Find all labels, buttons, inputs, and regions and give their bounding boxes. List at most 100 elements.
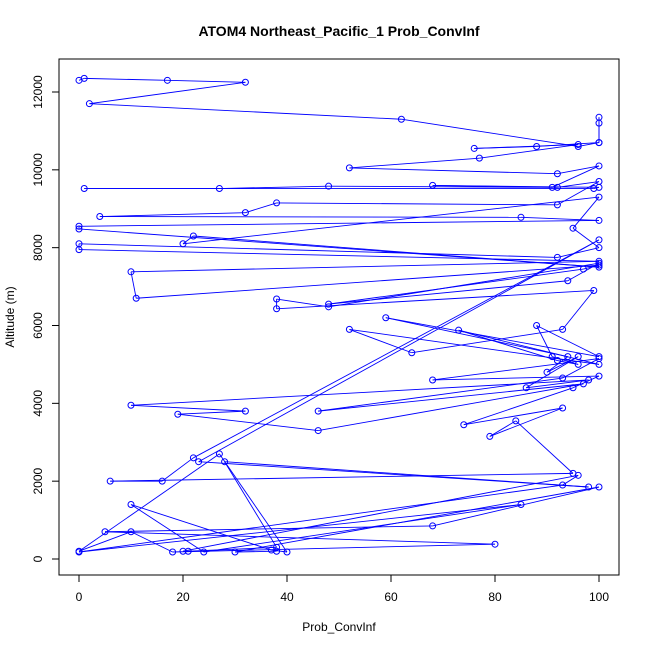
series-segment — [161, 457, 194, 482]
series-layer — [75, 74, 603, 556]
data-point — [595, 483, 603, 491]
data-point — [231, 548, 239, 556]
data-point — [559, 374, 567, 382]
y-tick-label: 2000 — [31, 467, 45, 494]
data-point — [574, 353, 582, 361]
series-segment — [557, 165, 600, 175]
y-axis-label: Altitude (m) — [3, 286, 17, 347]
series-segment — [203, 504, 522, 553]
series-segment — [276, 202, 558, 206]
data-point — [314, 407, 322, 415]
data-point — [486, 432, 494, 440]
x-axis-label: Prob_ConvInf — [302, 620, 376, 634]
chart-title: ATOM4 Northeast_Pacific_1 Prob_ConvInf — [198, 23, 479, 39]
data-point — [470, 144, 478, 152]
series-segment — [536, 325, 600, 358]
data-point — [590, 185, 598, 193]
x-tick-label: 0 — [76, 590, 83, 604]
data-point — [574, 360, 582, 368]
series-segment — [198, 239, 600, 463]
y-tick-label: 8000 — [31, 234, 45, 261]
series-segment — [526, 379, 589, 389]
data-point — [564, 353, 572, 361]
data-point — [75, 547, 83, 555]
series-segment — [110, 472, 574, 482]
data-point — [522, 384, 530, 392]
data-point — [460, 421, 468, 429]
series-segment — [78, 219, 600, 227]
data-point — [75, 222, 83, 230]
series-segment — [432, 358, 600, 381]
series-segment — [572, 227, 600, 249]
data-point — [595, 355, 603, 363]
data-point — [455, 326, 463, 334]
series-segment — [78, 484, 563, 553]
series-segment — [130, 504, 272, 551]
series-segment — [318, 377, 563, 412]
data-point — [595, 259, 603, 267]
data-point — [189, 454, 197, 462]
data-point — [595, 244, 603, 252]
data-point — [314, 427, 322, 435]
data-point — [553, 183, 561, 191]
x-tick-label: 80 — [488, 590, 502, 604]
x-axis: 0 20 40 60 80 100 — [76, 574, 609, 604]
data-point — [127, 501, 135, 509]
series-segment — [234, 486, 600, 553]
data-point — [574, 471, 582, 479]
data-point — [397, 115, 405, 123]
series-segment — [349, 167, 558, 175]
data-point — [215, 450, 223, 458]
series-segment — [130, 404, 246, 412]
series-segment — [104, 531, 496, 545]
data-point — [585, 483, 593, 491]
series-segment — [328, 262, 600, 308]
data-point — [75, 246, 83, 254]
data-point — [595, 216, 603, 224]
data-point — [595, 119, 603, 127]
series-segment — [89, 81, 246, 105]
data-point — [345, 325, 353, 333]
series-segment — [78, 243, 558, 258]
data-point — [429, 522, 437, 530]
data-point — [595, 236, 603, 244]
x-tick-label: 100 — [589, 590, 609, 604]
data-point — [273, 199, 281, 207]
data-point — [241, 209, 249, 217]
data-point — [574, 142, 582, 150]
data-point — [273, 295, 281, 303]
series-segment — [89, 103, 402, 120]
series-segment — [489, 407, 563, 437]
plot-area — [58, 58, 620, 576]
data-point — [241, 78, 249, 86]
data-point — [200, 548, 208, 556]
series-segment — [193, 239, 600, 459]
data-point — [127, 401, 135, 409]
series-segment — [552, 165, 600, 188]
series-segment — [104, 525, 433, 533]
data-point — [179, 240, 187, 248]
data-point — [553, 357, 561, 365]
data-point — [595, 139, 603, 147]
series-segment — [245, 202, 277, 214]
series-segment — [463, 407, 563, 426]
data-point — [548, 353, 556, 361]
data-point — [512, 417, 520, 425]
data-point — [595, 372, 603, 380]
data-point — [569, 224, 577, 232]
data-point — [241, 407, 249, 415]
series-segment — [432, 184, 558, 188]
series-segment — [78, 531, 132, 552]
series-segment — [182, 235, 194, 245]
series-segment — [130, 379, 589, 406]
series-segment — [130, 531, 173, 553]
data-point — [579, 265, 587, 273]
series-segment — [411, 328, 563, 354]
data-point — [169, 548, 177, 556]
series-segment — [572, 196, 600, 229]
data-point — [85, 100, 93, 108]
data-point — [559, 404, 567, 412]
data-point — [595, 353, 603, 361]
data-point — [101, 528, 109, 536]
data-point — [553, 253, 561, 261]
